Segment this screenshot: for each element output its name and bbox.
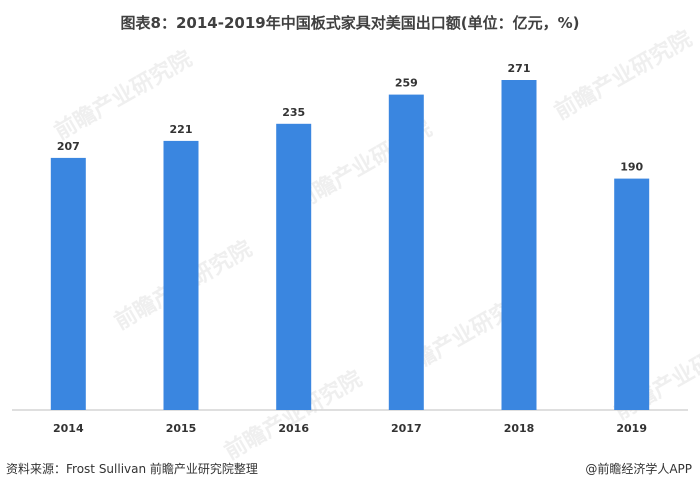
data-label-2017: 259 xyxy=(395,77,418,90)
x-tick-label-2016: 2016 xyxy=(278,422,309,435)
x-tick-label-2018: 2018 xyxy=(504,422,535,435)
source-note: 资料来源：Frost Sullivan 前瞻产业研究院整理 xyxy=(6,462,258,476)
bar-2019 xyxy=(614,178,650,410)
data-labels-group: 207 221 235 259 271 190 xyxy=(57,62,644,174)
x-tick-labels-group: 2014 2015 2016 2017 2018 2019 xyxy=(53,422,647,435)
data-label-2014: 207 xyxy=(57,140,80,153)
bar-2015 xyxy=(163,140,199,410)
bar-2014 xyxy=(50,157,86,410)
data-label-2018: 271 xyxy=(508,62,531,75)
x-tick-label-2014: 2014 xyxy=(53,422,84,435)
bar-2016 xyxy=(276,123,312,411)
brand-note: @前瞻经济学人APP xyxy=(585,462,692,476)
x-tick-label-2019: 2019 xyxy=(616,422,647,435)
bars-group xyxy=(50,80,650,411)
x-tick-label-2015: 2015 xyxy=(166,422,197,435)
chart-title: 图表8：2014-2019年中国板式家具对美国出口额(单位：亿元，%) xyxy=(120,14,580,32)
data-label-2019: 190 xyxy=(620,161,643,174)
bar-2018 xyxy=(501,80,537,410)
watermark-2: 前瞻产业研究院 xyxy=(550,26,696,126)
data-label-2015: 221 xyxy=(170,123,193,136)
bar-2017 xyxy=(388,94,424,410)
data-label-2016: 235 xyxy=(282,106,305,119)
x-tick-label-2017: 2017 xyxy=(391,422,422,435)
